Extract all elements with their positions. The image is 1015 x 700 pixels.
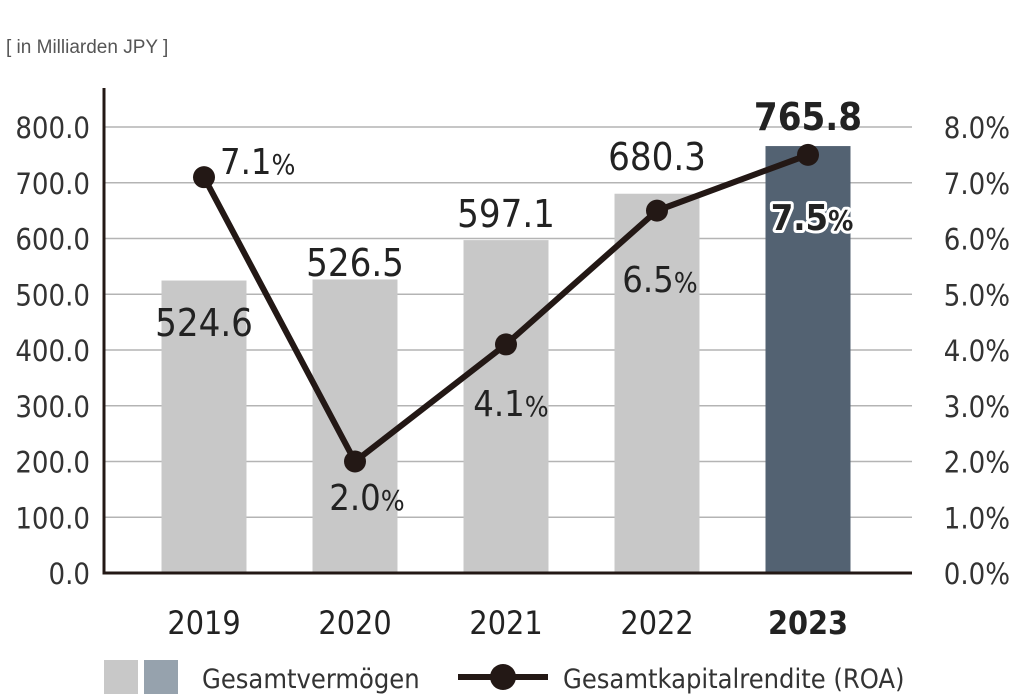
bar-2021: [463, 240, 549, 573]
legend: Gesamtvermögen Gesamtkapitalrendite (ROA): [104, 660, 904, 695]
bar-value-label-2021: 597.1: [457, 192, 555, 236]
y-right-tick: 6.0%: [944, 223, 1010, 257]
roa-line-series: [193, 143, 819, 473]
roa-value-labels: 7.1% 2.0% 4.1% 6.5% 7.5%: [220, 142, 856, 519]
bar-2019: [161, 280, 247, 573]
x-category-2023: 2023: [768, 604, 848, 642]
y-right-tick: 1.0%: [944, 501, 1010, 535]
y-left-tick: 800.0: [15, 111, 90, 145]
y-left-tick: 600.0: [15, 223, 90, 257]
x-axis-categories: 2019 2020 2021 2022 2023: [167, 604, 848, 642]
y-left-tick: 400.0: [15, 334, 90, 368]
roa-value-label-2020: 2.0%: [329, 478, 404, 519]
y-right-tick: 7.0%: [944, 167, 1010, 201]
bar-2022: [614, 193, 700, 573]
roa-point-2021: [495, 333, 517, 356]
bar-2020: [312, 279, 398, 573]
roa-point-2023: [797, 143, 819, 166]
y-left-tick: 500.0: [15, 278, 90, 312]
y-left-tick: 0.0: [49, 557, 90, 591]
x-category-2022: 2022: [620, 604, 693, 642]
bar-value-labels: 524.6 526.5 597.1 680.3 765.8: [155, 95, 862, 345]
roa-value-label-2023: 7.5%: [771, 198, 854, 239]
legend-label-assets: Gesamtvermögen: [202, 664, 420, 695]
y-right-tick: 2.0%: [944, 446, 1010, 480]
y-left-tick: 700.0: [15, 167, 90, 201]
legend-marker-roa: [490, 664, 516, 690]
y-right-tick: 5.0%: [944, 278, 1010, 312]
y-right-tick: 4.0%: [944, 334, 1010, 368]
y-left-tick: 100.0: [15, 501, 90, 535]
x-category-2019: 2019: [167, 604, 240, 642]
legend-label-roa: Gesamtkapitalrendite (ROA): [563, 664, 904, 695]
roa-value-label-2021: 4.1%: [473, 384, 548, 425]
y-right-tick: 8.0%: [944, 111, 1010, 145]
y-right-tick: 0.0%: [944, 557, 1010, 591]
bar-2023: [765, 146, 851, 573]
bar-value-label-2022: 680.3: [608, 135, 706, 179]
y-left-tick: 300.0: [15, 390, 90, 424]
roa-point-2019: [193, 166, 215, 189]
roa-value-label-2019: 7.1%: [220, 142, 295, 183]
unit-label: [ in Milliarden JPY ]: [6, 37, 169, 58]
y-axis-right-ticks: 0.0% 1.0% 2.0% 3.0% 4.0% 5.0% 6.0% 7.0% 8.0%: [944, 111, 1010, 591]
bar-series: [161, 146, 851, 573]
bar-value-label-2023: 765.8: [754, 95, 862, 139]
x-category-2021: 2021: [469, 604, 542, 642]
bar-value-label-2020: 526.5: [306, 241, 404, 285]
y-axis-left-ticks: 0.0 100.0 200.0 300.0 400.0 500.0 600.0 700.0 80…: [15, 111, 90, 591]
legend-swatch-assets-highlight: [144, 660, 178, 694]
axes: [102, 88, 912, 575]
x-category-2020: 2020: [318, 604, 391, 642]
legend-swatch-assets: [104, 660, 138, 694]
bar-value-label-2019: 524.6: [155, 301, 253, 345]
roa-point-2020: [344, 450, 366, 473]
y-right-tick: 3.0%: [944, 390, 1010, 424]
roa-point-2022: [646, 199, 668, 222]
roa-value-label-2022: 6.5%: [622, 260, 697, 301]
y-left-tick: 200.0: [15, 446, 90, 480]
